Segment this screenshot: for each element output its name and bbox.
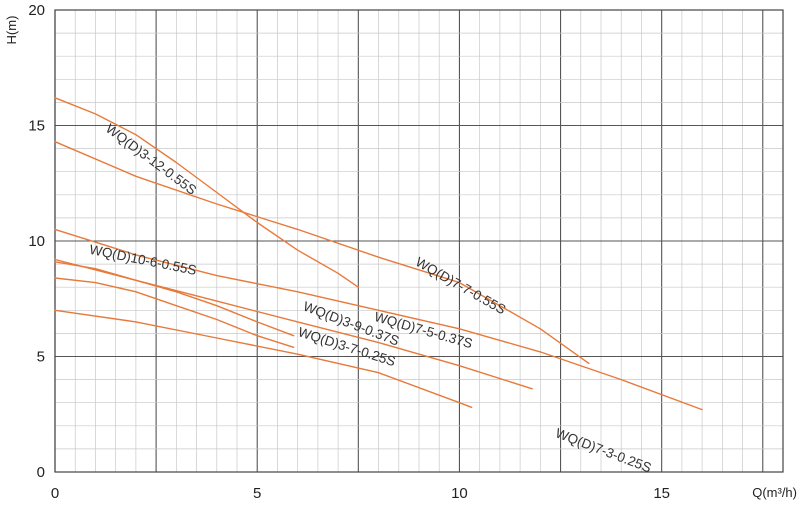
x-tick-label: 10 xyxy=(451,485,468,502)
series-lines xyxy=(54,97,703,411)
plot-frame xyxy=(54,9,784,473)
y-tick-label: 20 xyxy=(28,2,45,19)
series-line xyxy=(54,309,473,408)
x-tick-label: 15 xyxy=(653,485,670,502)
y-tick-label: 15 xyxy=(28,118,45,135)
series-labels: WQ(D)3-12-0.55SWQ(D)7-7-0.55SWQ(D)10-6-0… xyxy=(88,121,653,476)
x-axis-label: Q(m³/h) xyxy=(752,485,797,500)
series-line xyxy=(54,140,590,365)
x-tick-label: 5 xyxy=(253,485,261,502)
series-label: WQ(D)3-12-0.55S xyxy=(103,121,199,198)
tick-labels: 0 5 10 15 0 5 10 15 20 xyxy=(28,2,670,502)
x-tick-label: 0 xyxy=(51,485,59,502)
y-axis-label: H(m) xyxy=(4,16,19,45)
series-line xyxy=(54,261,295,337)
series-label: WQ(D)7-7-0.55S xyxy=(413,254,508,317)
grid xyxy=(54,9,784,473)
y-tick-label: 10 xyxy=(28,233,45,250)
y-tick-label: 0 xyxy=(37,464,45,481)
series-line xyxy=(54,228,703,411)
y-tick-label: 5 xyxy=(37,349,45,366)
series-label: WQ(D)7-3-0.25S xyxy=(553,425,653,475)
series-line xyxy=(54,97,359,288)
series-line xyxy=(54,277,295,348)
